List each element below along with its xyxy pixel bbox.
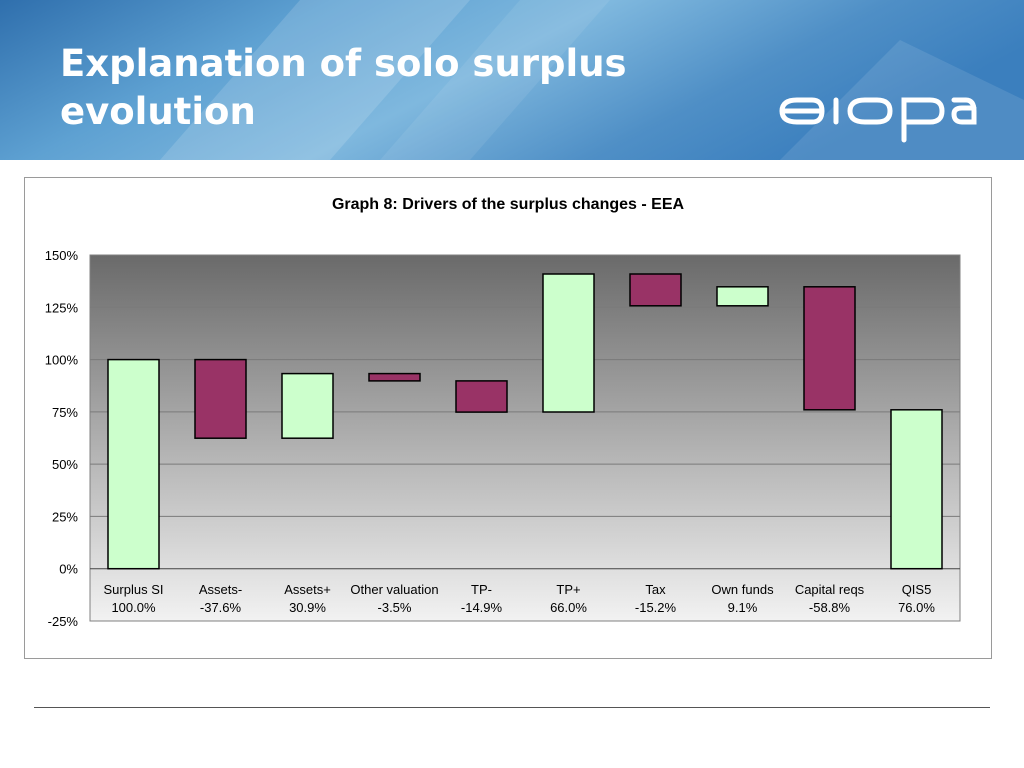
y-tick-label: 25% xyxy=(52,509,78,524)
header-banner: Explanation of solo surplus evolution ei… xyxy=(0,0,1024,160)
x-value-label: -3.5% xyxy=(378,600,412,615)
x-value-label: -14.9% xyxy=(461,600,503,615)
bar-surplus-si xyxy=(107,358,160,570)
x-category-label: Tax xyxy=(645,582,666,597)
bar-assets xyxy=(194,358,247,439)
slide-title: Explanation of solo surplus evolution xyxy=(60,42,627,133)
x-category-label: Capital reqs xyxy=(795,582,865,597)
x-value-label: 9.1% xyxy=(728,600,758,615)
x-category-label: Surplus SI xyxy=(104,582,164,597)
y-tick-label: 75% xyxy=(52,405,78,420)
chart-title: Graph 8: Drivers of the surplus changes … xyxy=(332,196,685,213)
y-tick-label: 150% xyxy=(45,248,79,263)
chart-panel: Graph 8: Drivers of the surplus changes … xyxy=(24,177,992,659)
x-category-label: QIS5 xyxy=(902,582,932,597)
footer-divider xyxy=(34,707,990,708)
bar-own-funds xyxy=(716,286,769,307)
x-value-label: 76.0% xyxy=(898,600,935,615)
y-tick-label: 50% xyxy=(52,457,78,472)
bar-tax xyxy=(629,273,682,307)
x-value-label: -15.2% xyxy=(635,600,677,615)
bar-tp xyxy=(542,273,595,413)
x-category-label: Assets- xyxy=(199,582,242,597)
x-value-label: 30.9% xyxy=(289,600,326,615)
x-category-label: Assets+ xyxy=(284,582,331,597)
y-tick-label: 100% xyxy=(45,353,79,368)
y-axis: -25% 0% 25% 50% 75% 100% 125% 150% xyxy=(45,248,79,629)
bars xyxy=(107,273,943,570)
x-category-label: Own funds xyxy=(711,582,774,597)
x-value-label: 66.0% xyxy=(550,600,587,615)
y-tick-label: 125% xyxy=(45,300,79,315)
x-category-label: TP- xyxy=(471,582,492,597)
bar-qis5 xyxy=(890,409,943,570)
bar-other-valuation xyxy=(368,372,421,382)
bar-assets xyxy=(281,372,334,439)
y-tick-label: 0% xyxy=(59,562,78,577)
eiopa-logo: eiopa xyxy=(779,97,977,143)
bar-tp xyxy=(455,380,508,413)
x-value-label: 100.0% xyxy=(111,600,156,615)
x-value-label: -58.8% xyxy=(809,600,851,615)
bar-capital-reqs xyxy=(803,286,856,411)
x-axis-labels: Surplus SI 100.0% Assets- -37.6% Assets+ 30.9… xyxy=(104,582,936,615)
y-tick-label: -25% xyxy=(48,614,79,629)
x-category-label: TP+ xyxy=(556,582,580,597)
x-category-label: Other valuation xyxy=(350,582,438,597)
waterfall-chart: Graph 8: Drivers of the surplus changes … xyxy=(45,196,961,629)
x-value-label: -37.6% xyxy=(200,600,242,615)
